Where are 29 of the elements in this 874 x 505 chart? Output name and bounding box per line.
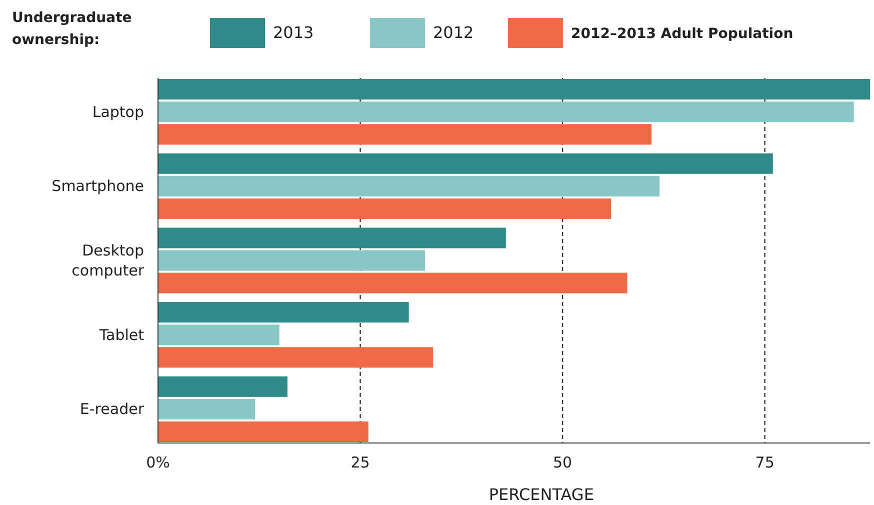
bar bbox=[158, 376, 288, 397]
bar bbox=[158, 102, 854, 122]
bar bbox=[158, 228, 506, 248]
bar bbox=[158, 198, 612, 219]
legend-title: Undergraduate ownership: bbox=[12, 10, 132, 48]
x-tick-label: 50 bbox=[553, 454, 572, 472]
y-tick-label: Tablet bbox=[98, 326, 144, 344]
legend-label: 2012–2013 Adult Population bbox=[571, 26, 794, 42]
bar bbox=[158, 398, 256, 420]
legend-label: 2012 bbox=[433, 23, 474, 42]
x-axis-title: PERCENTAGE bbox=[488, 485, 594, 504]
bar bbox=[158, 324, 280, 346]
y-tick-label: Smartphone bbox=[52, 177, 144, 196]
y-tick-label: Desktop computer bbox=[72, 242, 145, 280]
bar bbox=[158, 153, 773, 174]
legend-label: 2013 bbox=[273, 23, 314, 42]
x-tick-label: 25 bbox=[350, 454, 370, 472]
bar bbox=[158, 124, 652, 145]
bar bbox=[158, 347, 434, 368]
bar bbox=[158, 250, 425, 271]
x-tick-label: 0% bbox=[146, 454, 170, 472]
bar bbox=[158, 302, 409, 323]
bar bbox=[158, 421, 368, 442]
y-tick-label: E-reader bbox=[80, 400, 145, 418]
y-tick-label: Laptop bbox=[92, 102, 144, 121]
bar bbox=[158, 79, 870, 100]
x-tick-label: 75 bbox=[755, 454, 774, 472]
bar bbox=[158, 176, 660, 196]
bar bbox=[158, 272, 628, 294]
